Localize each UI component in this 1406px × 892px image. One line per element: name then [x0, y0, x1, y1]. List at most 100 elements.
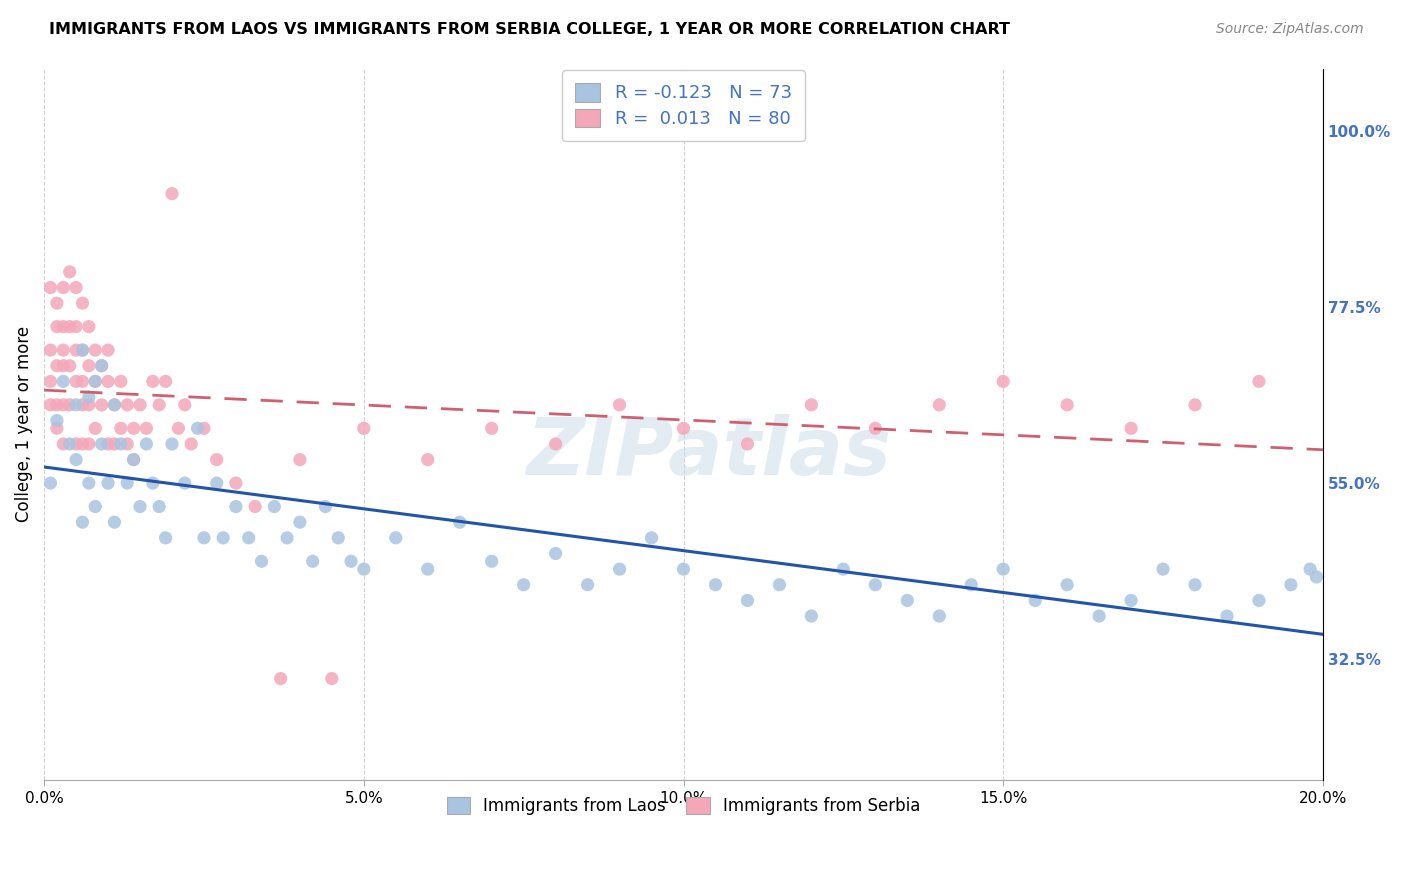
- Point: [142, 375, 165, 389]
- Point: [1305, 570, 1327, 584]
- Point: [72, 375, 94, 389]
- Point: [672, 421, 695, 435]
- Point: [187, 421, 209, 435]
- Point: [167, 421, 190, 435]
- Point: [142, 476, 165, 491]
- Point: [65, 280, 87, 294]
- Point: [960, 578, 983, 592]
- Point: [193, 421, 215, 435]
- Point: [225, 476, 247, 491]
- Point: [263, 500, 285, 514]
- Point: [672, 562, 695, 576]
- Point: [72, 437, 94, 451]
- Point: [84, 500, 107, 514]
- Point: [1088, 609, 1111, 624]
- Point: [512, 578, 534, 592]
- Point: [65, 398, 87, 412]
- Point: [481, 421, 503, 435]
- Point: [250, 554, 273, 568]
- Point: [288, 452, 311, 467]
- Point: [52, 375, 75, 389]
- Point: [544, 546, 567, 560]
- Point: [288, 515, 311, 529]
- Point: [1184, 398, 1206, 412]
- Text: IMMIGRANTS FROM LAOS VS IMMIGRANTS FROM SERBIA COLLEGE, 1 YEAR OR MORE CORRELATI: IMMIGRANTS FROM LAOS VS IMMIGRANTS FROM …: [49, 22, 1010, 37]
- Point: [84, 375, 107, 389]
- Point: [1024, 593, 1046, 607]
- Point: [896, 593, 918, 607]
- Point: [865, 421, 887, 435]
- Point: [1299, 562, 1322, 576]
- Point: [416, 562, 439, 576]
- Point: [59, 319, 82, 334]
- Point: [576, 578, 599, 592]
- Point: [77, 476, 100, 491]
- Point: [103, 398, 125, 412]
- Point: [77, 398, 100, 412]
- Text: Source: ZipAtlas.com: Source: ZipAtlas.com: [1216, 22, 1364, 37]
- Point: [77, 319, 100, 334]
- Point: [155, 531, 177, 545]
- Point: [205, 476, 228, 491]
- Point: [544, 437, 567, 451]
- Point: [52, 359, 75, 373]
- Point: [103, 398, 125, 412]
- Point: [39, 476, 62, 491]
- Point: [205, 452, 228, 467]
- Point: [97, 437, 120, 451]
- Point: [90, 359, 112, 373]
- Point: [1056, 578, 1078, 592]
- Point: [928, 398, 950, 412]
- Point: [122, 452, 145, 467]
- Point: [52, 437, 75, 451]
- Point: [84, 375, 107, 389]
- Point: [97, 343, 120, 357]
- Point: [135, 437, 157, 451]
- Point: [65, 452, 87, 467]
- Y-axis label: College, 1 year or more: College, 1 year or more: [15, 326, 32, 523]
- Point: [328, 531, 350, 545]
- Point: [129, 500, 152, 514]
- Point: [90, 398, 112, 412]
- Point: [340, 554, 363, 568]
- Point: [97, 375, 120, 389]
- Point: [65, 375, 87, 389]
- Point: [84, 421, 107, 435]
- Point: [39, 343, 62, 357]
- Point: [353, 562, 375, 576]
- Point: [148, 398, 170, 412]
- Point: [737, 593, 759, 607]
- Point: [110, 437, 132, 451]
- Point: [160, 186, 183, 201]
- Point: [115, 398, 138, 412]
- Point: [39, 375, 62, 389]
- Point: [59, 437, 82, 451]
- Point: [704, 578, 727, 592]
- Point: [77, 390, 100, 404]
- Point: [45, 296, 67, 310]
- Point: [115, 476, 138, 491]
- Point: [416, 452, 439, 467]
- Point: [129, 398, 152, 412]
- Point: [72, 296, 94, 310]
- Point: [65, 343, 87, 357]
- Point: [110, 421, 132, 435]
- Point: [928, 609, 950, 624]
- Point: [72, 343, 94, 357]
- Point: [481, 554, 503, 568]
- Legend: Immigrants from Laos, Immigrants from Serbia: Immigrants from Laos, Immigrants from Se…: [437, 787, 931, 825]
- Point: [768, 578, 790, 592]
- Point: [1247, 593, 1270, 607]
- Point: [160, 437, 183, 451]
- Point: [97, 476, 120, 491]
- Point: [103, 437, 125, 451]
- Point: [832, 562, 855, 576]
- Point: [122, 421, 145, 435]
- Point: [276, 531, 298, 545]
- Point: [103, 515, 125, 529]
- Point: [243, 500, 266, 514]
- Point: [122, 452, 145, 467]
- Point: [173, 398, 195, 412]
- Point: [90, 437, 112, 451]
- Point: [800, 609, 823, 624]
